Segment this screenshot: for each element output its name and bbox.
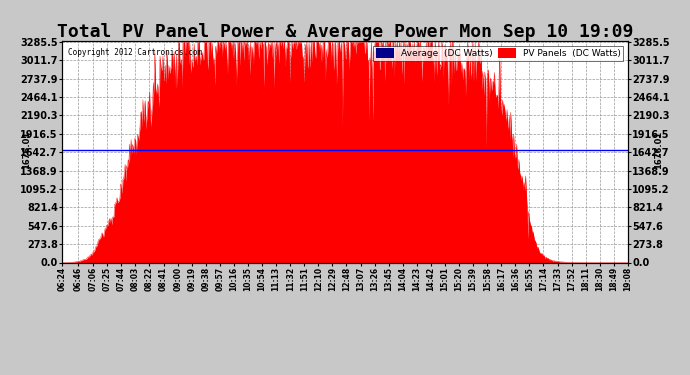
Legend: Average  (DC Watts), PV Panels  (DC Watts): Average (DC Watts), PV Panels (DC Watts): [373, 46, 623, 61]
Text: 1676.01: 1676.01: [23, 131, 32, 169]
Title: Total PV Panel Power & Average Power Mon Sep 10 19:09: Total PV Panel Power & Average Power Mon…: [57, 23, 633, 41]
Text: Copyright 2012 Cartronics.com: Copyright 2012 Cartronics.com: [68, 48, 202, 57]
Text: 1676.01: 1676.01: [655, 131, 664, 169]
